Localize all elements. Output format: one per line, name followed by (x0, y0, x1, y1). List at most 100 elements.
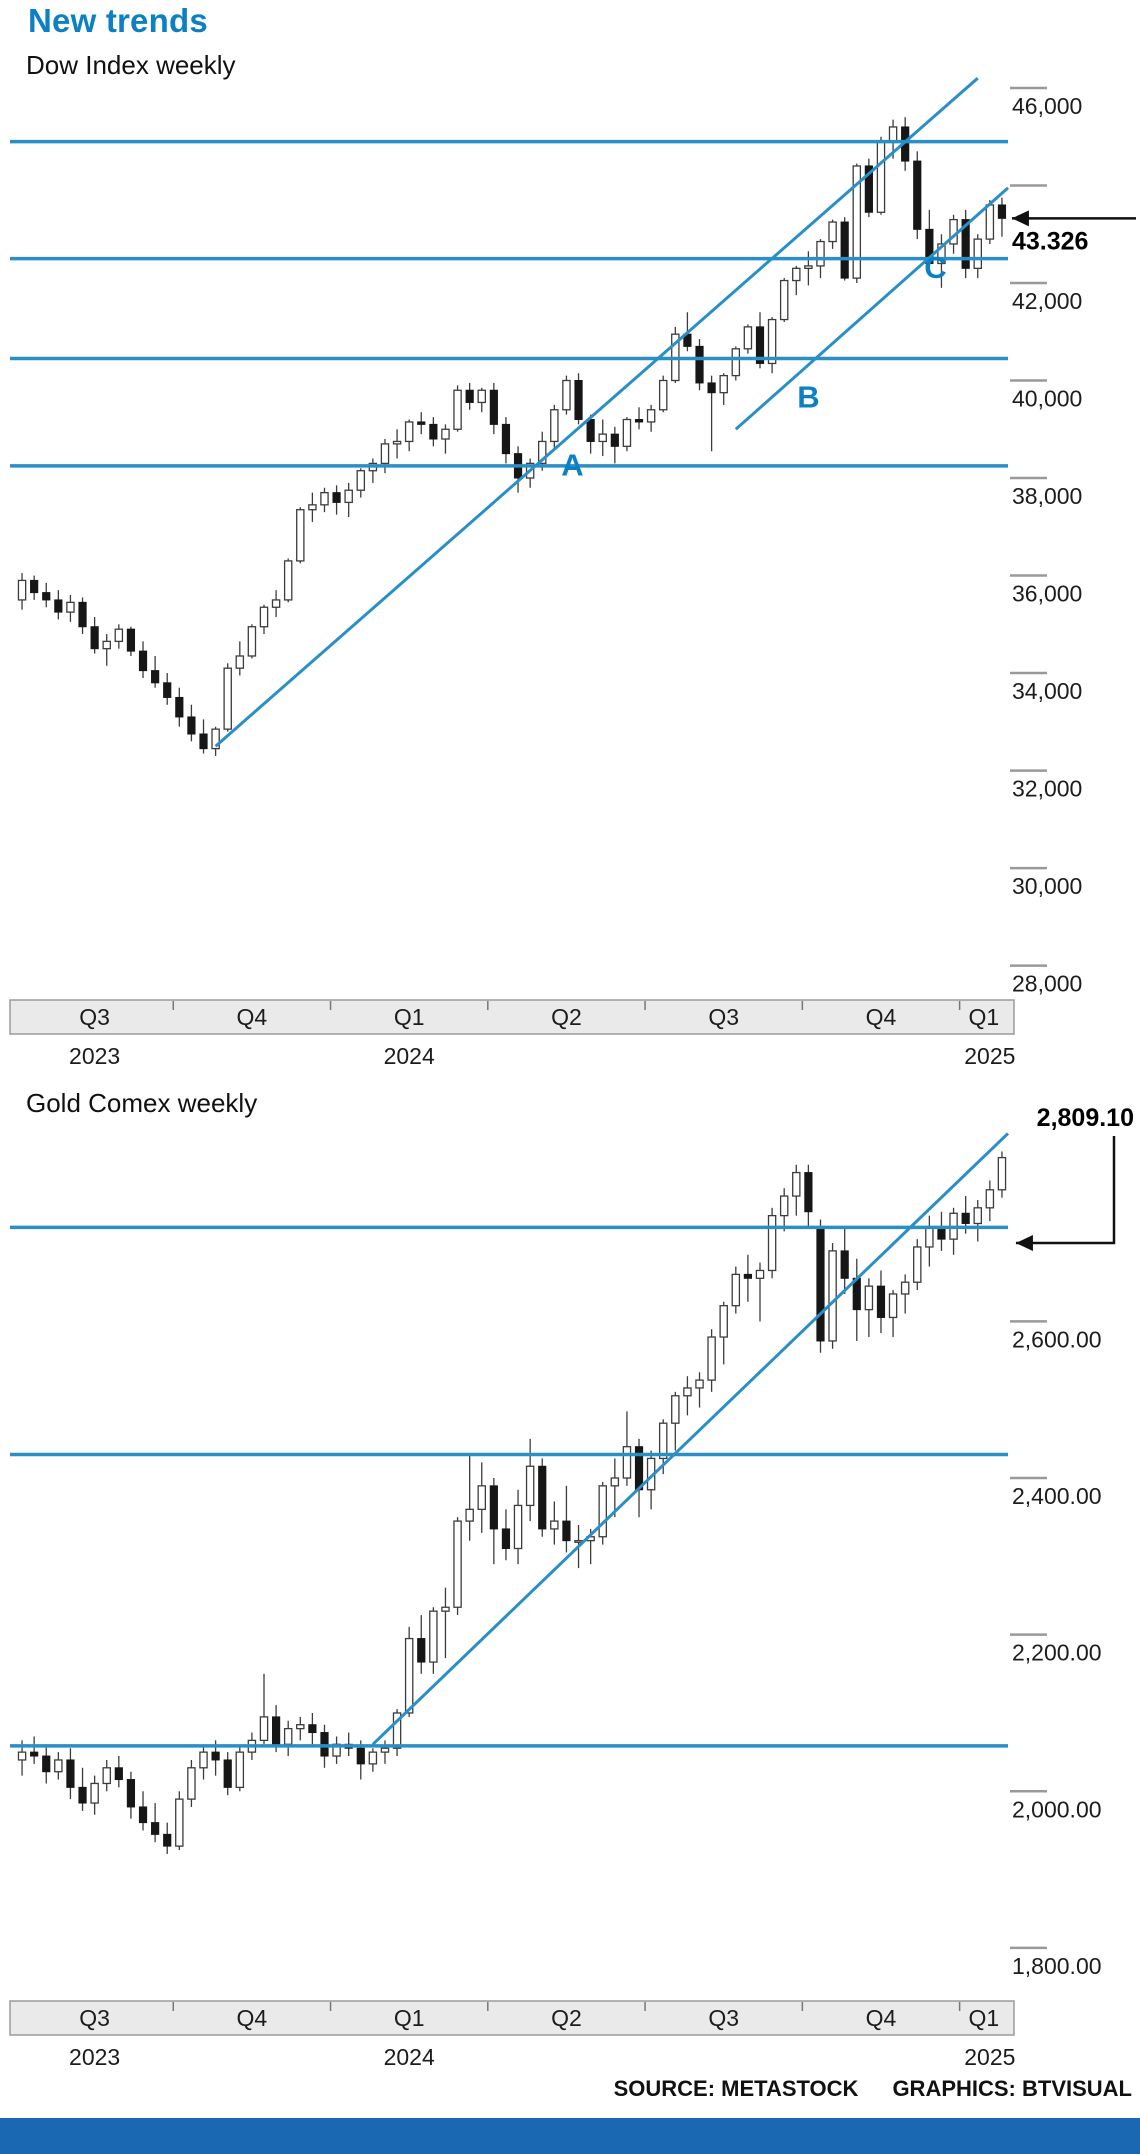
candle (598, 1485, 607, 1538)
year-label: 2023 (69, 2044, 120, 2070)
y-axis: 2,600.00 2,400.00 2,200.00 2,000.00 1,800.00 (1010, 1320, 1102, 1979)
candle (840, 221, 849, 279)
candle (175, 1798, 184, 1847)
candle (792, 267, 801, 282)
candle (380, 443, 390, 465)
candle (997, 204, 1007, 219)
candle (574, 380, 583, 421)
candle (223, 667, 232, 730)
quarter-label: Q4 (237, 1004, 268, 1030)
quarter-label: Q4 (237, 2005, 268, 2031)
quarter-label: Q1 (968, 1004, 999, 1030)
year-label: 2025 (964, 2044, 1015, 2070)
chart-subtitle: Gold Comex weekly (26, 1088, 257, 1118)
quarter-label: Q2 (551, 1004, 582, 1030)
candle (925, 1226, 934, 1248)
channel-point-B: B (797, 379, 819, 414)
quarter-label: Q3 (79, 1004, 110, 1030)
price-tick-label: 32,000 (1012, 776, 1082, 802)
last-price-label: 43.326 (1012, 227, 1088, 255)
candle (961, 219, 970, 269)
candle (537, 440, 547, 465)
quarter-label: Q4 (866, 1004, 897, 1030)
candle (646, 409, 656, 423)
candle (54, 599, 63, 613)
arrow-left-icon (1011, 210, 1029, 227)
candle (719, 374, 728, 394)
candle (296, 509, 305, 562)
candle (392, 1712, 402, 1749)
candle (622, 418, 632, 447)
trendline (734, 186, 1009, 431)
candle (17, 1751, 27, 1761)
candle (731, 348, 741, 377)
trendline (371, 1132, 1010, 1746)
candle (779, 279, 789, 321)
candle (937, 243, 946, 265)
candle (804, 1172, 813, 1213)
candle (562, 379, 571, 411)
footer-credits: SOURCE: METASTOCK GRAPHICS: BTVISUAL (614, 2076, 1132, 2102)
page-title: New trends (28, 2, 208, 39)
candle (223, 1759, 232, 1788)
candle (501, 423, 511, 455)
graphics-credit: GRAPHICS: BTVISUAL (892, 2076, 1132, 2101)
candle (453, 1520, 462, 1608)
candle (683, 1387, 692, 1397)
gold-weekly-chart: Q3 Q4 Q1 Q2 Q3 Q4 Q1 2023 2024 2025 2,600.00 2,400.… (9, 1088, 1134, 2070)
candle (187, 1767, 196, 1800)
candle (126, 1779, 136, 1808)
candle (792, 1171, 801, 1197)
candle (876, 140, 886, 213)
candle (767, 318, 777, 365)
candle (864, 165, 873, 213)
candle (441, 428, 450, 440)
candle (78, 601, 87, 628)
candle (525, 1465, 535, 1507)
quarter-label: Q1 (394, 2005, 425, 2031)
candle (695, 345, 704, 384)
price-tick-label: 40,000 (1012, 386, 1082, 412)
candle (259, 606, 269, 628)
candle (658, 379, 668, 411)
candle (163, 682, 172, 698)
candle (477, 389, 487, 404)
channel-point-A: A (561, 448, 583, 483)
candle (743, 326, 753, 350)
candle (187, 716, 196, 735)
candle (453, 389, 462, 430)
candle (17, 579, 27, 601)
candle (368, 1751, 378, 1765)
price-tick-label: 30,000 (1012, 873, 1082, 899)
candle (610, 1477, 620, 1487)
candle (695, 1379, 704, 1389)
last-price-marker: 2,809.10 (1015, 1104, 1134, 1252)
candle (707, 382, 716, 394)
candle (876, 1285, 886, 1318)
candle (634, 419, 644, 423)
candle (501, 1528, 511, 1549)
candle (308, 504, 317, 511)
quarter-label: Q2 (551, 2005, 582, 2031)
candle (30, 579, 39, 594)
candle (138, 1806, 148, 1824)
candle (864, 1285, 874, 1311)
last-price-label: 2,809.10 (1037, 1104, 1134, 1132)
candle (199, 1751, 208, 1769)
candle (985, 1189, 995, 1209)
candle (828, 221, 837, 243)
candle (489, 389, 498, 425)
candle (997, 1156, 1007, 1191)
candle (767, 1214, 777, 1272)
quarter-label: Q3 (708, 2005, 739, 2031)
candle (465, 389, 474, 403)
price-tick-label: 36,000 (1012, 581, 1082, 607)
candle (852, 165, 862, 279)
candle (816, 1226, 825, 1342)
x-axis: Q3 Q4 Q1 Q2 Q3 Q4 Q1 2023 2024 2025 (9, 2000, 1015, 2070)
candle (719, 1305, 728, 1338)
candle (622, 1446, 632, 1479)
candle (126, 628, 136, 652)
candle (441, 1606, 450, 1612)
candle (937, 1226, 946, 1240)
